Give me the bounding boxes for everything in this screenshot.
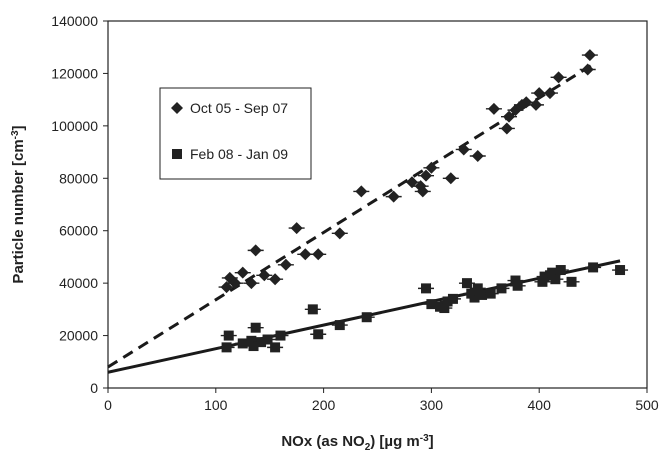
data-point-series-2: [588, 262, 599, 273]
data-point-series-2: [485, 288, 496, 299]
data-point-series-1: [583, 49, 596, 62]
legend-label-series-2: Feb 08 - Jan 09: [190, 146, 288, 162]
y-tick-label: 100000: [51, 118, 98, 134]
data-point-series-1: [543, 87, 556, 100]
data-point-series-1: [258, 269, 271, 282]
data-point-series-2: [469, 292, 480, 303]
data-point-series-1: [471, 150, 484, 163]
data-point-series-2: [442, 296, 453, 307]
data-point-series-2: [447, 293, 458, 304]
legend: Oct 05 - Sep 07 Feb 08 - Jan 09: [159, 87, 312, 180]
data-point-series-2: [539, 271, 550, 282]
data-point-series-2: [262, 334, 273, 345]
data-point-series-1: [229, 277, 242, 290]
data-point-series-2: [566, 276, 577, 287]
data-point-series-2: [221, 342, 232, 353]
data-point-series-2: [426, 299, 437, 310]
axis-ticks: 0 100 200 300 400 500 0 20000 40000 60000 80000 100…: [51, 13, 659, 413]
data-point-series-2: [248, 341, 259, 352]
data-point-series-1: [269, 273, 282, 286]
y-tick-label: 0: [90, 380, 98, 396]
data-point-series-1: [444, 172, 457, 185]
plot-border: [107, 20, 648, 389]
data-point-series-1: [279, 258, 292, 271]
data-point-series-1: [500, 122, 513, 135]
data-point-series-2: [270, 342, 281, 353]
y-tick-label: 80000: [59, 170, 98, 186]
x-tick-label: 300: [420, 397, 444, 413]
data-point-series-1: [420, 169, 433, 182]
data-point-series-1: [249, 244, 262, 257]
x-tick-label: 500: [635, 397, 659, 413]
data-point-series-1: [503, 110, 516, 123]
legend-square-marker: [172, 149, 182, 159]
legend-label-series-1: Oct 05 - Sep 07: [190, 100, 288, 116]
y-tick-label: 60000: [59, 223, 98, 239]
data-point-series-2: [510, 275, 521, 286]
data-point-series-2: [237, 338, 248, 349]
data-point-series-1: [425, 161, 438, 174]
data-point-series-1: [290, 222, 303, 235]
data-point-series-2: [477, 289, 488, 300]
data-point-series-1: [457, 143, 470, 156]
legend-box: [159, 87, 312, 180]
data-point-series-1: [220, 281, 233, 294]
data-point-series-2: [223, 330, 234, 341]
data-point-series-2: [334, 320, 345, 331]
data-point-series-2: [461, 278, 472, 289]
data-point-series-1: [355, 185, 368, 198]
data-point-series-2: [313, 329, 324, 340]
data-point-series-2: [472, 283, 483, 294]
data-point-series-1: [581, 63, 594, 76]
y-tick-label: 120000: [51, 65, 98, 81]
x-tick-label: 400: [528, 397, 552, 413]
data-point-series-1: [236, 266, 249, 279]
y-tick-label: 20000: [59, 328, 98, 344]
data-point-series-1: [416, 185, 429, 198]
data-point-series-2: [496, 283, 507, 294]
data-point-series-2: [256, 337, 267, 348]
data-point-series-1: [552, 71, 565, 84]
legend-diamond-marker: [171, 102, 183, 114]
x-axis-title: NOx (as NO2) [µg m-3]: [281, 433, 433, 453]
data-point-series-1: [387, 190, 400, 203]
data-point-series-2: [555, 265, 566, 276]
data-point-series-2: [615, 265, 626, 276]
x-tick-label: 200: [312, 397, 336, 413]
data-point-series-2: [361, 312, 372, 323]
data-point-series-1: [299, 248, 312, 261]
data-point-series-1: [533, 87, 546, 100]
y-tick-label: 40000: [59, 275, 98, 291]
data-point-series-2: [275, 330, 286, 341]
data-point-series-2: [421, 283, 432, 294]
data-markers: [218, 49, 629, 353]
plot-frame: [107, 20, 648, 389]
data-point-series-2: [307, 304, 318, 315]
x-tick-label: 100: [204, 397, 228, 413]
data-point-series-1: [529, 98, 542, 111]
data-point-series-2: [547, 267, 558, 278]
data-point-series-2: [512, 280, 523, 291]
data-point-series-2: [439, 303, 450, 314]
data-point-series-2: [246, 335, 257, 346]
data-point-series-1: [405, 176, 418, 189]
y-tick-label: 140000: [51, 13, 98, 29]
data-point-series-1: [487, 102, 500, 115]
y-axis-title: Particle number [cm-3]: [10, 125, 27, 283]
data-point-series-2: [550, 274, 561, 285]
data-point-series-2: [537, 276, 548, 287]
data-point-series-1: [333, 227, 346, 240]
x-tick-label: 0: [104, 397, 112, 413]
data-point-series-1: [312, 248, 325, 261]
data-point-series-1: [245, 277, 258, 290]
data-point-series-2: [250, 322, 261, 333]
